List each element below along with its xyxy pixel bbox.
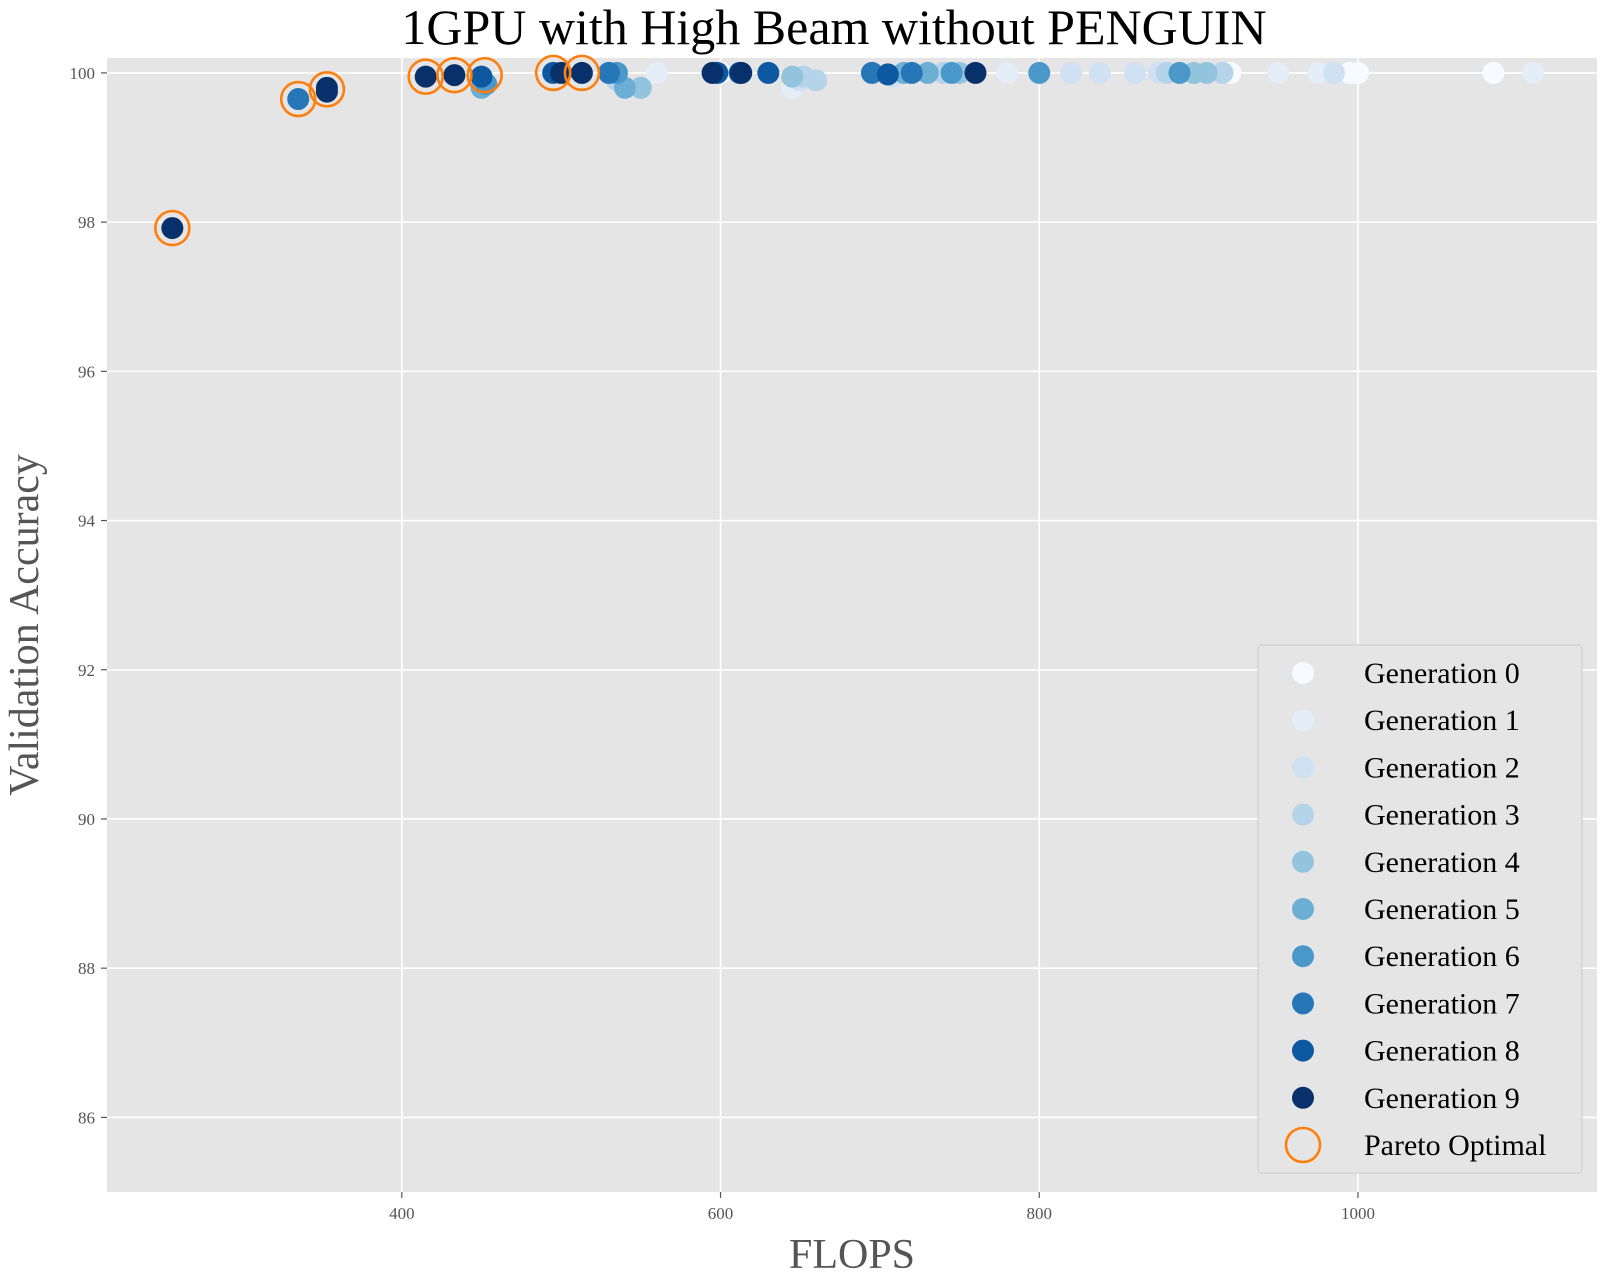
data-point-gen-9 bbox=[570, 61, 593, 84]
data-point-gen-6 bbox=[940, 61, 963, 84]
legend-marker-gen-6 bbox=[1292, 945, 1314, 968]
legend-marker-gen-0 bbox=[1292, 662, 1314, 684]
pareto-marker bbox=[563, 54, 601, 92]
legend-marker-gen-1 bbox=[1292, 709, 1314, 732]
y-tick-label: 90 bbox=[78, 810, 95, 829]
x-tick-label: 1000 bbox=[1341, 1204, 1375, 1223]
legend-label: Generation 5 bbox=[1364, 893, 1520, 926]
data-point-gen-9 bbox=[161, 217, 184, 240]
data-point-gen-7 bbox=[860, 61, 883, 84]
data-point-gen-9 bbox=[730, 61, 753, 84]
y-axis-ticks: 86 88 90 92 94 96 98 100 bbox=[70, 64, 107, 1127]
legend-label: Generation 2 bbox=[1364, 751, 1520, 784]
legend-label: Generation 6 bbox=[1364, 940, 1520, 973]
data-point-gen-1 bbox=[1267, 61, 1290, 84]
legend-marker-gen-4 bbox=[1292, 850, 1314, 873]
x-tick-label: 600 bbox=[708, 1204, 734, 1223]
x-axis-ticks: 400 600 800 1000 bbox=[389, 1192, 1375, 1223]
data-point-gen-7 bbox=[287, 88, 310, 111]
data-point-gen-7 bbox=[900, 61, 923, 84]
y-tick-label: 96 bbox=[78, 362, 95, 381]
data-point-gen-1 bbox=[996, 61, 1019, 84]
legend-label: Pareto Optimal bbox=[1364, 1129, 1546, 1162]
data-point-gen-8 bbox=[470, 65, 493, 88]
legend-marker-gen-8 bbox=[1292, 1039, 1314, 1062]
legend-label: Generation 4 bbox=[1364, 846, 1520, 879]
pareto-marker bbox=[279, 80, 317, 118]
legend-label: Generation 9 bbox=[1364, 1082, 1520, 1115]
data-point-gen-0 bbox=[1338, 61, 1361, 84]
data-point-gen-1 bbox=[1522, 61, 1545, 84]
legend-marker-pareto bbox=[1284, 1126, 1322, 1164]
x-axis-label: FLOPS bbox=[789, 1232, 915, 1278]
pareto-marker bbox=[534, 54, 572, 92]
data-point-gen-2 bbox=[1323, 61, 1346, 84]
data-point-gen-2 bbox=[1123, 61, 1146, 84]
data-point-gen-1 bbox=[645, 61, 668, 84]
y-tick-label: 100 bbox=[70, 64, 96, 83]
data-point-gen-6 bbox=[1028, 61, 1051, 84]
y-tick-label: 88 bbox=[78, 959, 95, 978]
y-axis-label: Validation Accuracy bbox=[2, 454, 48, 796]
y-tick-label: 86 bbox=[78, 1108, 95, 1127]
data-point-gen-4 bbox=[629, 76, 652, 99]
data-point-gen-1 bbox=[1307, 61, 1330, 84]
pareto-marker bbox=[436, 56, 473, 94]
legend-marker-gen-2 bbox=[1292, 756, 1314, 779]
legend-label: Generation 7 bbox=[1364, 987, 1520, 1020]
pareto-marker bbox=[154, 209, 191, 247]
data-point-gen-9 bbox=[315, 76, 338, 99]
data-point-gen-8 bbox=[876, 63, 899, 86]
data-point-gen-9 bbox=[414, 65, 437, 88]
x-tick-label: 800 bbox=[1026, 1204, 1052, 1223]
data-point-gen-9 bbox=[964, 61, 987, 84]
data-point-gen-3 bbox=[1211, 61, 1234, 84]
data-point-gen-8 bbox=[757, 61, 780, 84]
data-point-gen-2 bbox=[1088, 61, 1111, 84]
pareto-marker bbox=[308, 71, 346, 108]
pareto-marker bbox=[407, 58, 445, 95]
legend-label: Generation 3 bbox=[1364, 799, 1520, 832]
data-point-gen-4 bbox=[781, 65, 804, 88]
legend-marker-gen-7 bbox=[1292, 992, 1314, 1015]
data-point-gen-6 bbox=[1168, 61, 1191, 84]
legend-label: Generation 1 bbox=[1364, 704, 1520, 737]
y-tick-label: 94 bbox=[78, 512, 96, 531]
chart-title: 1GPU with High Beam without PENGUIN bbox=[401, 0, 1266, 55]
legend: Generation 0 Generation 1 Generation 2 Gene… bbox=[1257, 644, 1583, 1174]
data-point-gen-0 bbox=[1482, 61, 1505, 84]
data-point-gen-5 bbox=[916, 61, 939, 84]
legend-label: Generation 0 bbox=[1364, 657, 1520, 690]
data-points bbox=[161, 61, 1545, 240]
data-point-gen-9 bbox=[701, 61, 724, 84]
pareto-markers bbox=[154, 54, 601, 247]
legend-box bbox=[1257, 644, 1583, 1174]
gridlines bbox=[107, 58, 1597, 1192]
legend-label: Generation 8 bbox=[1364, 1035, 1520, 1068]
pareto-marker bbox=[466, 56, 503, 94]
data-point-gen-7 bbox=[597, 61, 620, 84]
legend-marker-gen-9 bbox=[1292, 1086, 1314, 1109]
y-tick-label: 92 bbox=[78, 661, 95, 680]
data-point-gen-2 bbox=[1060, 61, 1083, 84]
legend-marker-gen-3 bbox=[1292, 803, 1314, 826]
data-point-gen-9 bbox=[443, 64, 466, 87]
legend-marker-gen-5 bbox=[1292, 898, 1314, 920]
y-tick-label: 98 bbox=[78, 213, 95, 232]
x-tick-label: 400 bbox=[389, 1204, 415, 1223]
